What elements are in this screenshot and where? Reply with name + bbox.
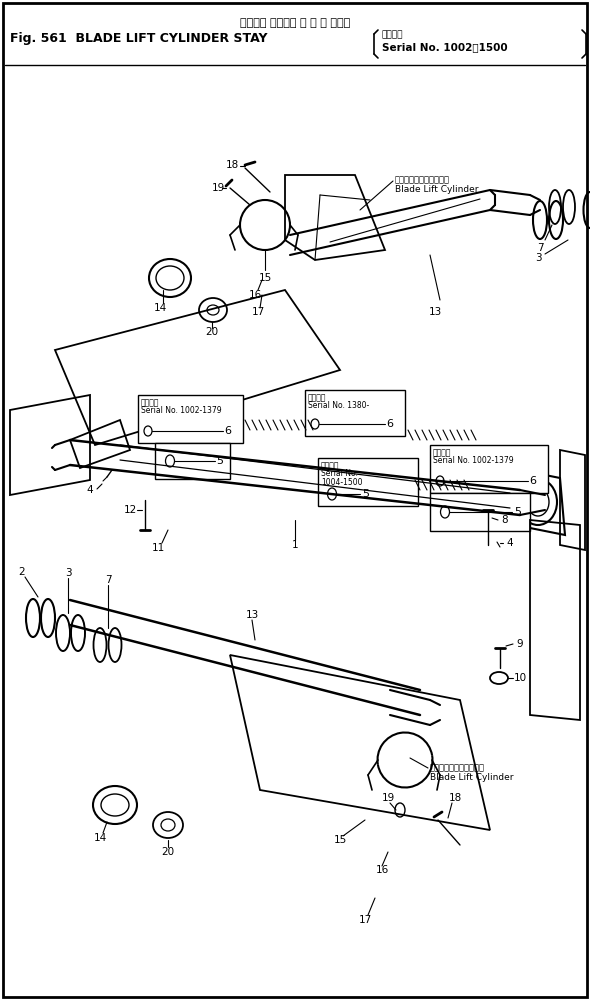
Text: 8: 8 — [502, 515, 509, 525]
Text: 5: 5 — [217, 456, 224, 466]
Bar — [318, 458, 418, 506]
Text: Serial No. 1002～1500: Serial No. 1002～1500 — [382, 42, 507, 52]
Text: Serial No.: Serial No. — [321, 469, 358, 478]
Text: 6: 6 — [225, 426, 231, 436]
Text: 2: 2 — [19, 567, 25, 577]
Text: 6: 6 — [386, 419, 394, 429]
Text: 14: 14 — [153, 303, 166, 313]
Text: 適用号機: 適用号機 — [141, 398, 159, 407]
Text: 16: 16 — [375, 865, 389, 875]
Text: Serial No. 1002-1379: Serial No. 1002-1379 — [141, 406, 222, 415]
Text: 17: 17 — [358, 915, 372, 925]
Bar — [305, 390, 405, 436]
Text: 10: 10 — [513, 673, 526, 683]
Text: ブレード リフトシ リ ン ダ ステー: ブレード リフトシ リ ン ダ ステー — [240, 18, 350, 28]
Text: 13: 13 — [428, 307, 442, 317]
Text: 16: 16 — [248, 290, 261, 300]
Text: 17: 17 — [251, 307, 265, 317]
Text: 15: 15 — [258, 273, 271, 283]
Text: 14: 14 — [93, 833, 107, 843]
Text: Blade Lift Cylinder: Blade Lift Cylinder — [430, 773, 513, 782]
Bar — [430, 445, 548, 493]
Text: Fig. 561  BLADE LIFT CYLINDER STAY: Fig. 561 BLADE LIFT CYLINDER STAY — [10, 32, 267, 45]
Text: 適用号機: 適用号機 — [321, 461, 339, 470]
Text: 5: 5 — [362, 489, 369, 499]
Text: 適用号機: 適用号機 — [433, 448, 451, 457]
Bar — [430, 493, 530, 531]
Text: 4: 4 — [87, 485, 93, 495]
Text: ブレードリフトシリンダ: ブレードリフトシリンダ — [395, 175, 450, 184]
Text: 18: 18 — [448, 793, 461, 803]
Text: 18: 18 — [225, 160, 238, 170]
Text: 1004-1500: 1004-1500 — [321, 478, 362, 487]
Text: 19: 19 — [381, 793, 395, 803]
Text: 13: 13 — [245, 610, 258, 620]
Text: 20: 20 — [162, 847, 175, 857]
Text: 1: 1 — [291, 540, 299, 550]
Text: 20: 20 — [205, 327, 218, 337]
Text: ブレードリフトシリンダ: ブレードリフトシリンダ — [430, 763, 485, 772]
Text: Blade Lift Cylinder: Blade Lift Cylinder — [395, 185, 478, 194]
Text: Serial No. 1002-1379: Serial No. 1002-1379 — [433, 456, 514, 465]
Text: 3: 3 — [535, 253, 541, 263]
Text: 19: 19 — [211, 183, 225, 193]
Text: 7: 7 — [537, 243, 543, 253]
Bar — [138, 395, 243, 443]
Text: 12: 12 — [123, 505, 137, 515]
Text: 11: 11 — [152, 543, 165, 553]
Text: Serial No. 1380-: Serial No. 1380- — [308, 401, 369, 410]
Text: 4: 4 — [507, 538, 513, 548]
Text: 15: 15 — [333, 835, 347, 845]
Text: 5: 5 — [514, 507, 522, 517]
Text: 適用号機: 適用号機 — [308, 393, 326, 402]
Text: 9: 9 — [517, 639, 523, 649]
Text: 適用号機: 適用号機 — [382, 30, 404, 39]
Text: 7: 7 — [104, 575, 112, 585]
Bar — [155, 443, 230, 479]
Text: 3: 3 — [65, 568, 71, 578]
Text: 6: 6 — [529, 476, 536, 486]
